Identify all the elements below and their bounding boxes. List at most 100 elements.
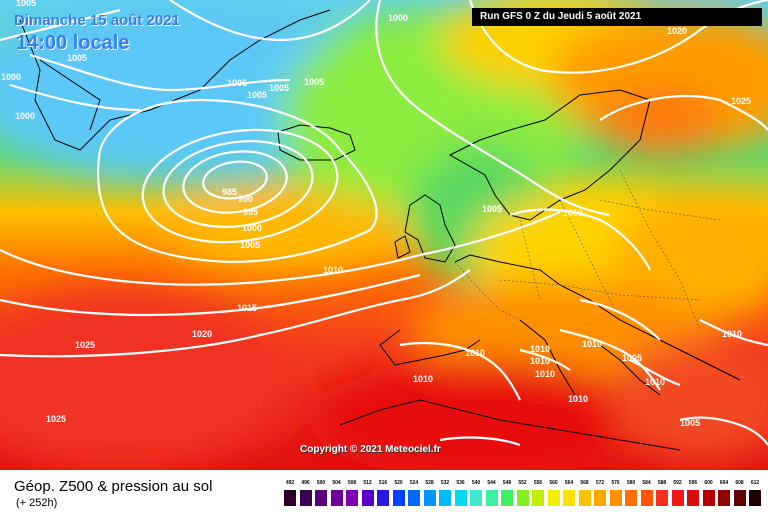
copyright-text: Copyright © 2021 Meteociel.fr	[300, 444, 441, 455]
isobar-label: 1005	[269, 83, 289, 93]
legend-swatch	[671, 490, 684, 506]
legend-swatch	[501, 490, 513, 506]
geopotential-shading	[0, 0, 768, 470]
legend-swatch	[485, 490, 498, 506]
isobar-label: 1005	[247, 90, 267, 100]
isobar-label: 1005	[680, 418, 700, 428]
legend-label: 592	[673, 480, 682, 486]
legend-label: 536	[456, 480, 465, 486]
map-title: Géop. Z500 & pression au sol	[14, 478, 213, 495]
legend-swatch	[299, 490, 312, 506]
legend-label: 600	[704, 480, 713, 486]
legend-swatch	[361, 490, 374, 506]
legend-label: 568	[580, 480, 589, 486]
isobar-label: 1010	[323, 265, 343, 275]
legend-swatch	[594, 490, 606, 506]
isobar-label: 1025	[46, 414, 66, 424]
legend-swatch	[346, 490, 358, 506]
legend-label: 584	[642, 480, 651, 486]
isobar-label: 1025	[75, 340, 95, 350]
legend-label: 508	[347, 480, 357, 486]
isobar-label: 1010	[582, 339, 602, 349]
legend-swatch	[392, 490, 405, 506]
legend-label: 500	[316, 480, 326, 486]
legend-swatch	[625, 490, 637, 506]
legend-label: 596	[688, 480, 698, 486]
legend-swatch	[315, 490, 327, 506]
legend-swatch	[702, 490, 715, 506]
legend-label: 608	[735, 480, 744, 486]
legend-label: 496	[301, 480, 310, 486]
color-legend: 492 496 500 504 508 512 516 520 524 528 532 536 540 5…	[284, 478, 761, 512]
legend-swatch	[578, 490, 591, 506]
legend-swatch	[408, 490, 420, 506]
legend-label: 564	[564, 480, 574, 486]
forecast-date: Dimanche 15 août 2021	[14, 12, 180, 29]
run-info-banner: Run GFS 0 Z du Jeudi 5 août 2021	[472, 8, 762, 26]
isobars	[0, 0, 768, 445]
legend-label: 572	[595, 480, 605, 486]
legend-label: 524	[409, 480, 419, 486]
isobar-label: 1010	[535, 369, 555, 379]
isobar-label: 1005	[622, 353, 642, 363]
isobar-label: 1015	[237, 303, 257, 313]
isobar-labels: 1005 1000 1005 1000 1005 1005 1005 1005 …	[1, 0, 751, 428]
legend-label: 492	[285, 480, 295, 486]
legend-swatch	[718, 490, 730, 506]
legend-swatch	[423, 490, 436, 506]
isobar-label: 1025	[731, 96, 751, 106]
isobar-label: 1010	[563, 208, 583, 218]
legend-swatch	[532, 490, 544, 506]
borders	[454, 169, 721, 331]
legend-label: 556	[533, 480, 543, 486]
isobar-label: 1010	[568, 394, 588, 404]
legend-label: 576	[611, 480, 620, 486]
isobar-label: 1000	[1, 72, 21, 82]
legend-label: 588	[657, 480, 667, 486]
legend-label: 532	[440, 480, 450, 486]
legend-swatch	[687, 490, 699, 506]
legend-swatch	[640, 490, 653, 506]
isobar-label: 985	[222, 187, 237, 197]
weather-map: 1005 1000 1005 1000 1005 1005 1005 1005 …	[0, 0, 768, 470]
legend-swatch	[733, 490, 746, 506]
isobar-label: 1005	[304, 77, 324, 87]
legend-swatch	[563, 490, 575, 506]
legend-label: 548	[502, 480, 512, 486]
legend-swatch	[454, 490, 467, 506]
legend-label: 512	[363, 480, 372, 486]
isobar-label: 1010	[722, 329, 742, 339]
legend-swatch	[439, 490, 451, 506]
isobar-label: 1010	[530, 356, 550, 366]
isobar-label: 990	[238, 194, 253, 204]
legend-label: 552	[518, 480, 527, 486]
legend-swatch	[547, 490, 560, 506]
legend-swatch	[284, 490, 296, 506]
legend-swatch	[377, 490, 389, 506]
legend-label: 516	[378, 480, 388, 486]
legend-swatch	[330, 490, 343, 506]
footer: Géop. Z500 & pression au sol (+ 252h) 49…	[0, 470, 768, 512]
isobar-label: 1010	[465, 348, 485, 358]
forecast-time: 14:00 locale	[16, 32, 130, 54]
isobar-label: 1020	[192, 329, 212, 339]
isobar-label: 1005	[240, 240, 260, 250]
isobar-label: 1005	[482, 204, 502, 214]
legend-swatch	[470, 490, 482, 506]
legend-swatch	[516, 490, 529, 506]
legend-label: 560	[549, 480, 558, 486]
isobar-label: 1000	[388, 13, 408, 23]
legend-swatch	[656, 490, 668, 506]
legend-label: 520	[394, 480, 403, 486]
forecast-offset: (+ 252h)	[16, 497, 58, 509]
legend-swatch	[749, 490, 761, 506]
legend-label: 544	[487, 480, 496, 486]
isobar-label: 1000	[15, 111, 35, 121]
isobar-label: 1000	[242, 223, 262, 233]
isobar-label: 1010	[413, 374, 433, 384]
isobar-label: 1005	[227, 78, 247, 88]
legend-label: 540	[471, 480, 481, 486]
legend-swatch	[609, 490, 622, 506]
isobar-label: 1010	[645, 377, 665, 387]
legend-label: 580	[626, 480, 636, 486]
